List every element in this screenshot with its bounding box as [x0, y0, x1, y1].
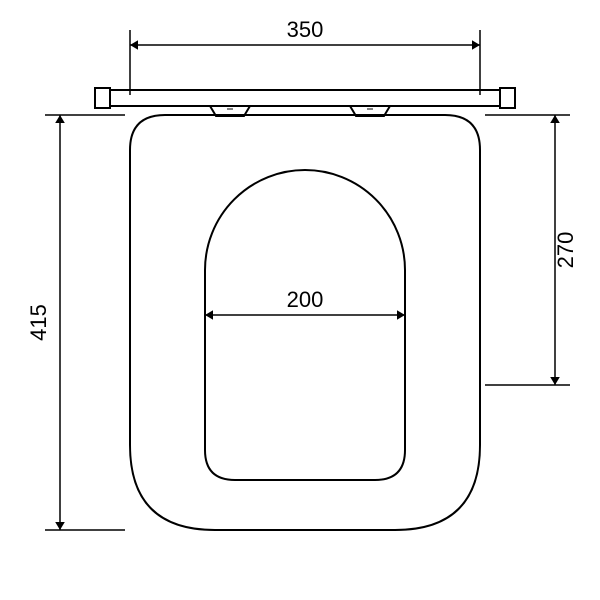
dim-right-height-label: 270: [553, 232, 578, 269]
seat-inner-opening: [205, 170, 405, 480]
technical-drawing: 350 415 270 200: [0, 0, 600, 600]
dim-width-label: 350: [287, 17, 324, 42]
dim-height-label: 415: [26, 304, 51, 341]
dim-inner-width-label: 200: [287, 287, 324, 312]
seat-outer-outline: [130, 115, 480, 530]
